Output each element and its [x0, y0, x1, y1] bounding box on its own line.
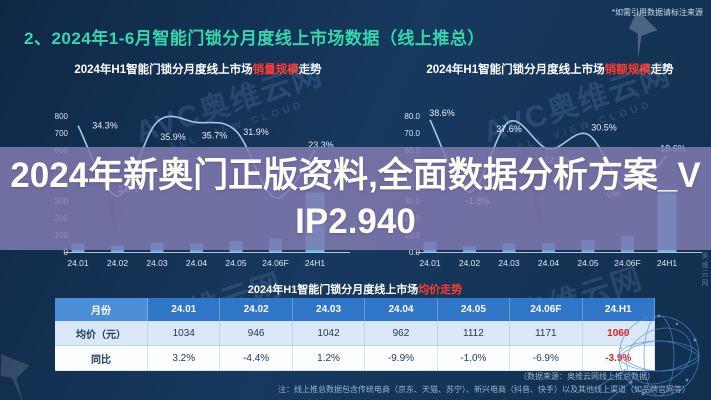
value-chart-title: 2024年H1智能门锁分月度线上市场销额规模走势: [390, 62, 710, 80]
y-tick-label: 800: [55, 112, 69, 121]
x-tick-label: 24.03: [498, 258, 520, 268]
price-table: 月份 24.01 24.02 24.03 24.04 24.05 24.06F 24.H1 均价…: [55, 298, 656, 371]
column-header: 24.04: [364, 298, 438, 321]
table-cell: -4.4%: [219, 345, 293, 371]
yoy-label: 35.9%: [160, 132, 186, 142]
table-cell: -6.9%: [509, 345, 583, 371]
watermark-side: 奥维云网: [701, 252, 708, 288]
volume-title-suffix: 走势: [298, 64, 322, 76]
price-title-prefix: 2024年H1智能门锁分月度线上市场: [247, 284, 419, 296]
x-tick-label: 24.02: [459, 258, 481, 268]
table-row: 均价（元） 1034 946 1042 962 1112 1171 1060: [55, 321, 656, 346]
y-tick-label: 70.0: [404, 129, 420, 138]
value-title-suffix: 走势: [650, 64, 674, 76]
table-cell: 1171: [509, 321, 583, 346]
table-row: 同比 3.2% -4.4% 1.2% -9.9% -1.0% -6.9% -3.9%: [55, 345, 656, 371]
overlay-text-line: 2024年新奥门正版资料,全面数据分析方案_V: [10, 155, 701, 195]
price-table-title: 2024年H1智能门锁分月度线上市场均价走势: [55, 281, 655, 297]
x-tick-label: 24.01: [67, 258, 89, 268]
table-header-row: 月份 24.01 24.02 24.03 24.04 24.05 24.06F 24.H1: [55, 298, 656, 321]
x-tick-label: 24.03: [146, 258, 168, 268]
x-tick-label: 24.05: [225, 258, 247, 268]
column-header: 月份: [55, 298, 148, 321]
overlay-text-line: IP2.940: [295, 201, 416, 241]
yoy-label: 31.9%: [243, 127, 269, 137]
table-cell: 946: [219, 321, 293, 346]
table-cell: 962: [364, 321, 438, 346]
value-title-highlight: 销额规模: [604, 64, 651, 76]
paper-plane-ribbon-icon: [628, 10, 658, 59]
x-tick-label: 24H1: [305, 258, 326, 268]
row-label: 均价（元）: [55, 321, 148, 346]
x-tick-label: 24.06F: [614, 258, 640, 268]
table-cell: 3.2%: [147, 345, 221, 371]
x-tick-label: 24.06F: [262, 258, 288, 268]
yoy-label: 37.6%: [496, 124, 522, 134]
column-header: 24.01: [147, 298, 221, 321]
volume-chart-title: 2024年H1智能门锁分月度线上市场销量规模走势: [38, 62, 358, 80]
table-cell: 1034: [147, 321, 221, 346]
yoy-label: 35.7%: [202, 130, 228, 140]
x-tick-label: 24H1: [657, 258, 678, 268]
x-tick-label: 24.04: [186, 258, 208, 268]
x-tick-label: 24.05: [577, 258, 599, 268]
table-cell: -1.0%: [437, 345, 511, 371]
column-header: 24.H1: [582, 298, 656, 321]
yoy-label: 38.6%: [429, 108, 455, 118]
volume-title-highlight: 销量规模: [252, 64, 299, 76]
methodology-note: 注：线上推总数据包含传统电商（京东、天猫、苏宁）、新兴电商（抖音、快手）以及其他…: [278, 385, 690, 394]
table-cell: -9.9%: [364, 345, 438, 371]
overlay-banner: 2024年新奥门正版资料,全面数据分析方案_V IP2.940: [0, 147, 711, 250]
price-title-highlight: 均价走势: [418, 284, 463, 296]
x-tick-label: 24.02: [107, 258, 129, 268]
paper-plane-ribbon-icon: [0, 354, 30, 400]
column-header: 24.05: [437, 298, 511, 321]
value-title-prefix: 2024年H1智能门锁分月度线上市场: [426, 64, 605, 76]
table-cell: 1042: [292, 321, 366, 346]
row-label: 同比: [55, 345, 148, 371]
y-tick-label: 0.0: [409, 248, 421, 257]
table-cell: -3.9%: [582, 345, 656, 371]
column-header: 24.02: [219, 298, 293, 321]
volume-title-prefix: 2024年H1智能门锁分月度线上市场: [74, 64, 253, 76]
table-cell: 1.2%: [292, 345, 366, 371]
yoy-label: 34.3%: [92, 121, 118, 131]
data-source-note: （数据来源：奥维云网线上推总数据）: [519, 372, 655, 381]
column-header: 24.03: [292, 298, 366, 321]
globe-network-icon: [595, 314, 700, 400]
x-tick-label: 24.01: [419, 258, 441, 268]
page-title: 2、2024年1-6月智能门锁分月度线上市场数据（线上推总）: [24, 29, 485, 48]
table-cell: 1112: [437, 321, 511, 346]
x-tick-label: 24.04: [538, 258, 560, 268]
y-tick-label: 700: [55, 129, 69, 138]
yoy-label: 23.3%: [308, 140, 334, 150]
column-header: 24.06F: [509, 298, 583, 321]
yoy-label: 30.5%: [591, 122, 617, 132]
y-tick-label: 80.0: [404, 112, 420, 121]
citation-note: *如需引用数据请标注来源: [611, 8, 703, 17]
